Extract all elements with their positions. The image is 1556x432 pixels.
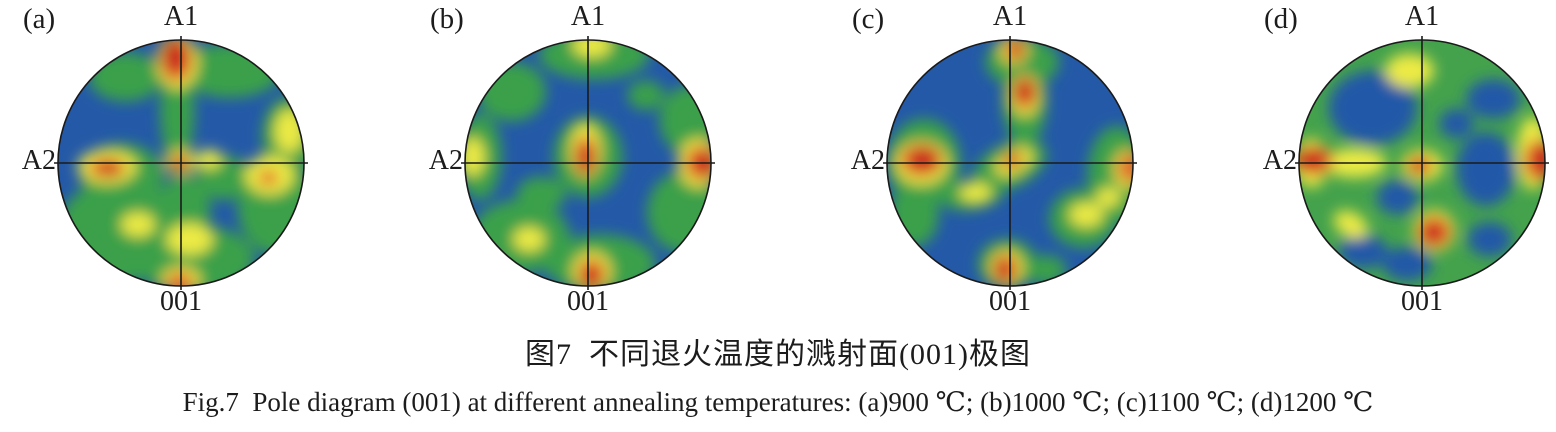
panel-label-d: (d) — [1264, 3, 1298, 35]
pole-figure-plot-a — [51, 33, 311, 293]
pole-figure-panel-b: (b) A1 A2 001 — [418, 0, 758, 322]
axis-label-001: 001 — [1401, 286, 1443, 317]
pole-figure-panel-d: (d) A1 A2 001 — [1252, 0, 1556, 322]
pole-figure-panel-a: (a) A1 A2 001 — [11, 0, 351, 322]
axis-label-a2: A2 — [1262, 145, 1297, 176]
caption-english: Fig.7 Pole diagram (001) at different an… — [182, 387, 1374, 417]
axis-label-a2: A2 — [428, 145, 463, 176]
axis-label-001: 001 — [989, 286, 1031, 317]
pole-figure-svg — [461, 36, 715, 290]
pole-figure-plot-d — [1292, 33, 1552, 293]
caption-chinese: 图7 不同退火温度的溅射面(001)极图 — [525, 338, 1031, 371]
axis-label-a2: A2 — [21, 145, 56, 176]
pole-figure-plot-b — [458, 33, 718, 293]
pole-figure-svg — [54, 36, 308, 290]
axis-label-a1: A1 — [992, 1, 1028, 32]
axis-label-001: 001 — [567, 286, 609, 317]
axis-label-001: 001 — [160, 286, 202, 317]
axis-label-a1: A1 — [1404, 1, 1440, 32]
pole-figure-panel-c: (c) A1 A2 001 — [840, 0, 1180, 322]
panel-label-c: (c) — [852, 3, 885, 35]
pole-figure-svg — [1295, 36, 1549, 290]
axis-label-a1: A1 — [570, 1, 606, 32]
panel-label-b: (b) — [430, 3, 464, 35]
panel-label-a: (a) — [23, 3, 56, 35]
axis-label-a2: A2 — [850, 145, 885, 176]
pole-figure-plot-c — [880, 33, 1140, 293]
axis-label-a1: A1 — [163, 1, 199, 32]
pole-figure-svg — [883, 36, 1137, 290]
